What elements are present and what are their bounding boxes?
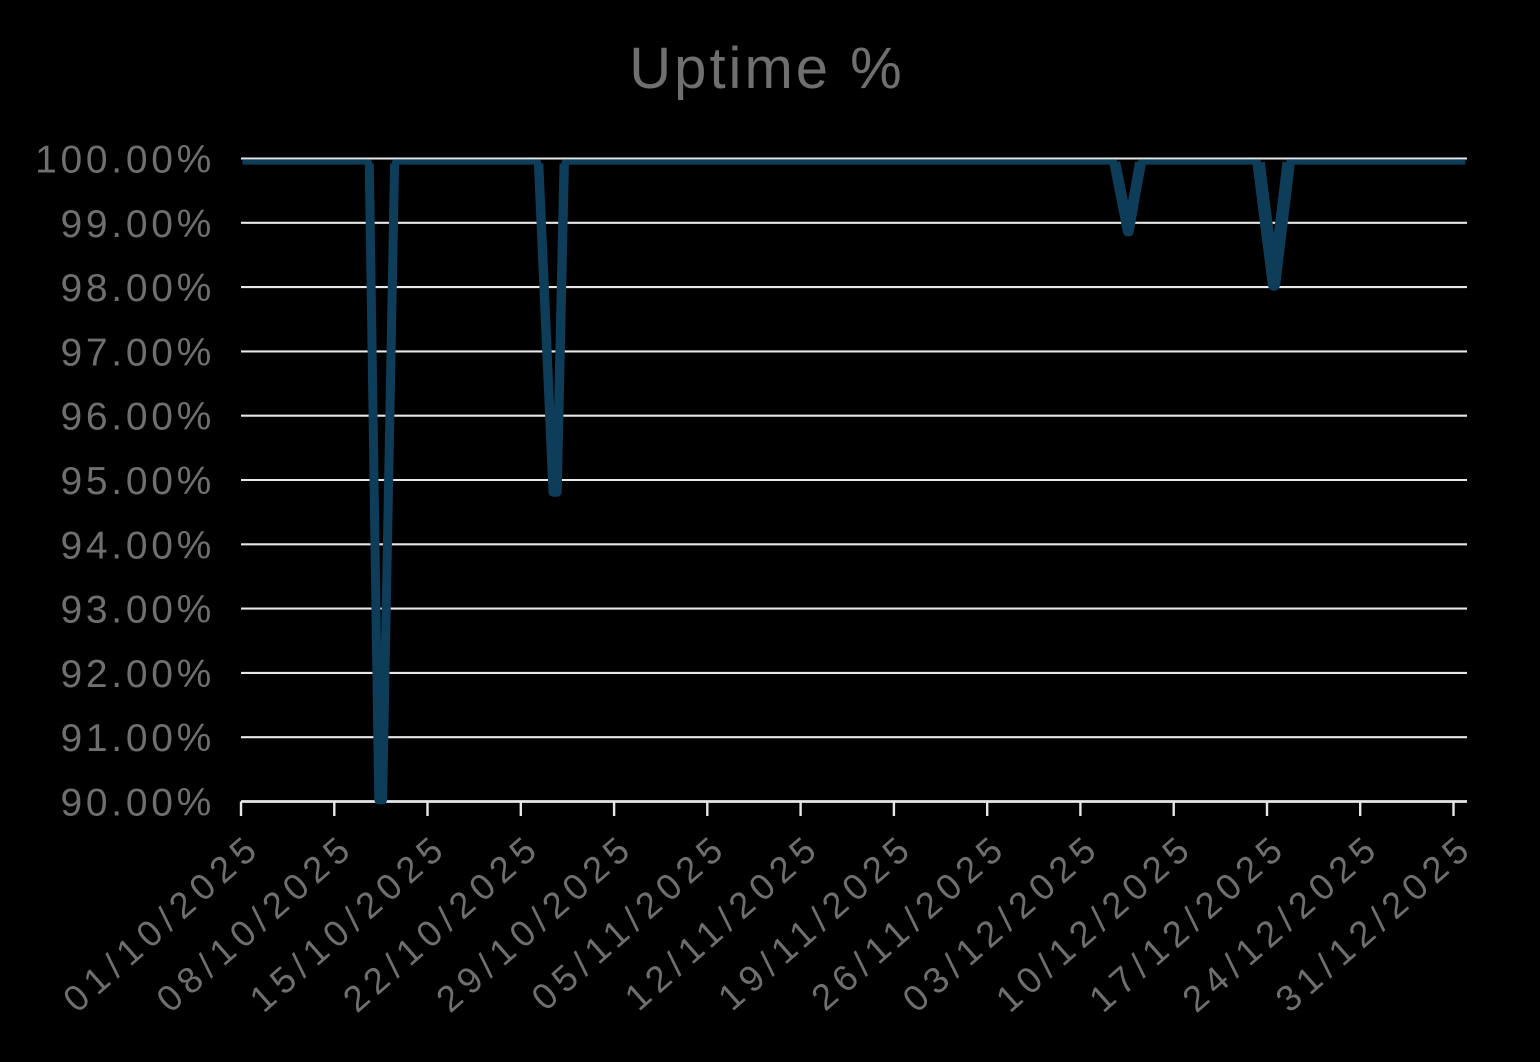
svg-text:96.00%: 96.00% — [61, 396, 215, 439]
svg-text:93.00%: 93.00% — [61, 589, 215, 632]
svg-text:Uptime %: Uptime % — [629, 36, 904, 101]
svg-text:90.00%: 90.00% — [61, 782, 215, 825]
svg-text:94.00%: 94.00% — [61, 524, 215, 567]
svg-text:95.00%: 95.00% — [61, 460, 215, 503]
svg-text:98.00%: 98.00% — [61, 267, 215, 310]
svg-text:100.00%: 100.00% — [35, 139, 215, 182]
svg-text:97.00%: 97.00% — [61, 331, 215, 374]
svg-text:91.00%: 91.00% — [61, 717, 215, 760]
svg-text:92.00%: 92.00% — [61, 653, 215, 696]
svg-text:99.00%: 99.00% — [61, 203, 215, 246]
